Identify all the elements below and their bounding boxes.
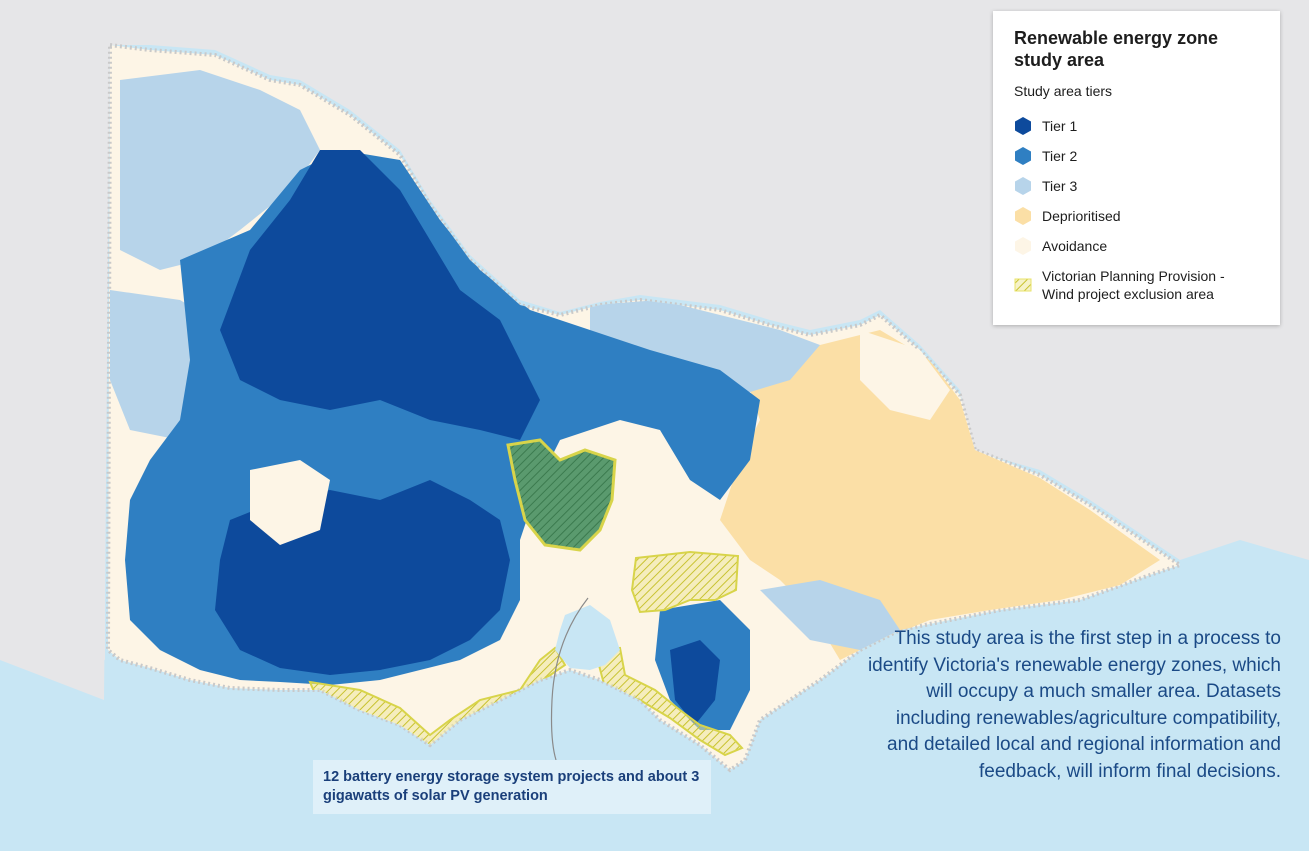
deprioritised-region-east bbox=[720, 330, 1160, 660]
map-caption: This study area is the first step in a p… bbox=[867, 628, 1281, 782]
tier3-region-northwest bbox=[120, 70, 320, 270]
avoidance-patch-northeast bbox=[860, 330, 950, 420]
legend-item: Avoidance bbox=[1014, 231, 1262, 261]
legend-item-label: Victorian Planning Provision - Wind proj… bbox=[1042, 268, 1225, 302]
exclusion-area-strathbogie bbox=[630, 550, 740, 614]
tier3-region-southeast bbox=[760, 580, 900, 650]
hexagon-icon bbox=[1015, 237, 1031, 255]
hexagon-icon bbox=[1015, 177, 1031, 195]
legend-item: Tier 3 bbox=[1014, 171, 1262, 201]
legend-item-label: Tier 1 bbox=[1042, 118, 1078, 134]
legend-item: Tier 2 bbox=[1014, 141, 1262, 171]
nsw-land bbox=[0, 0, 1309, 700]
legend-item: Deprioritised bbox=[1014, 201, 1262, 231]
tier1-region-north bbox=[220, 150, 540, 440]
tier3-region-northeast bbox=[590, 300, 820, 395]
legend-item: Victorian Planning Provision - Wind proj… bbox=[1014, 265, 1262, 305]
legend-item-label: Avoidance bbox=[1042, 238, 1108, 254]
tier1-region-gippsland bbox=[670, 640, 720, 725]
exclusion-area-coast-east bbox=[593, 646, 744, 757]
avoidance-patch-grampians bbox=[250, 460, 330, 545]
legend-item-label: Deprioritised bbox=[1042, 208, 1121, 224]
legend-subtitle: Study area tiers bbox=[1014, 83, 1113, 99]
port-phillip-bay bbox=[555, 605, 620, 670]
western-land bbox=[0, 0, 106, 660]
battery-solar-callout: 12 battery energy storage system project… bbox=[313, 760, 711, 814]
legend-item: Tier 1 bbox=[1014, 111, 1262, 141]
legend-items: Tier 1 Tier 2 Tier 3 Deprioritised Avoidance… bbox=[1014, 111, 1262, 305]
legend-title: Renewable energy zone study area bbox=[1014, 28, 1219, 70]
map-legend: Renewable energy zone study area Study a… bbox=[993, 11, 1280, 325]
exclusion-area-central bbox=[506, 438, 617, 552]
hexagon-icon bbox=[1015, 207, 1031, 225]
hexagon-icon bbox=[1015, 147, 1031, 165]
legend-item-label: Tier 2 bbox=[1042, 148, 1078, 164]
hatched-swatch-icon bbox=[1014, 278, 1032, 292]
hexagon-icon bbox=[1015, 117, 1031, 135]
legend-item-label: Tier 3 bbox=[1042, 178, 1078, 194]
callout-leader-line bbox=[550, 597, 589, 761]
